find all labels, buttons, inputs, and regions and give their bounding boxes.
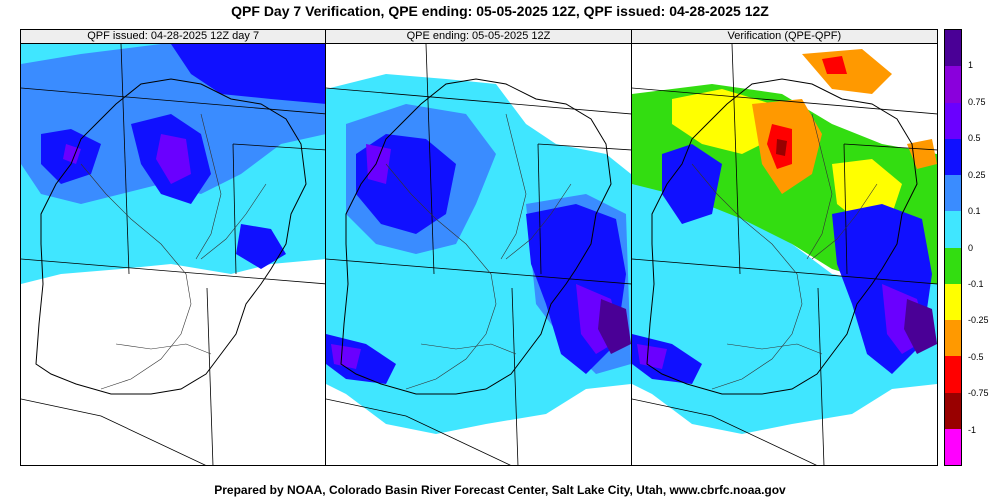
legend-swatch [945,392,961,429]
qpf-map [21,44,326,465]
chart-title: QPF Day 7 Verification, QPE ending: 05-0… [231,3,769,19]
precip-area [171,44,326,104]
boundary-line [843,143,937,151]
boundary-line [538,143,631,151]
legend-swatch [945,30,961,67]
precip-area [366,144,392,184]
qpe-map [326,44,631,465]
legend-swatch [945,138,961,175]
boundary-line [206,287,214,465]
river-line [691,163,802,390]
boundary-line [537,143,542,275]
legend-label: 0.1 [968,206,981,217]
legend-swatch [945,428,961,465]
legend-swatch [945,247,961,284]
legend-label: 0.25 [968,169,986,180]
boundary-line [511,287,519,465]
legend-swatch [945,283,961,320]
legend-swatch [945,102,961,139]
boundary-line [232,143,237,275]
legend-label: 0 [968,242,974,253]
legend-label: -0.25 [968,315,989,326]
verif-area [636,344,667,369]
river-line [811,183,877,260]
precip-area [156,134,191,184]
boundary-line [232,143,326,151]
river-line [386,163,497,390]
precip-area [236,224,286,269]
river-line [806,113,832,260]
qpe-panel: QPE ending: 05-05-2025 12Z [326,30,632,465]
legend-label: 1 [968,60,974,71]
river-line [200,183,267,260]
legend-label: -0.75 [968,388,989,399]
legend-label: 0.75 [968,96,986,107]
qpe-panel-title: QPE ending: 05-05-2025 12Z [326,30,631,44]
boundary-line [425,44,435,275]
legend-label: -0.5 [968,351,984,362]
verification-panel-title: Verification (QPE-QPF) [631,30,937,44]
boundary-line [326,258,631,285]
verif-area [821,56,847,74]
legend-label: -0.1 [968,278,984,289]
river-line [726,343,822,355]
boundary-line [120,44,130,275]
verification-panel: Verification (QPE-QPF) [631,30,937,465]
verification-map [631,44,937,465]
boundary-line [817,287,825,465]
footer-credit: Prepared by NOAA, Colorado Basin River F… [214,483,786,497]
river-line [421,343,517,355]
river-line [115,343,212,355]
legend-label: 0.5 [968,133,981,144]
boundary-line [731,44,741,275]
boundary-line [21,87,326,115]
verif-area [775,139,787,156]
boundary-line [646,78,918,395]
river-line [506,183,572,260]
legend-swatch [945,66,961,103]
river-line [195,113,222,260]
legend-label: -1 [968,424,977,435]
precip-area [331,344,362,369]
boundary-line [21,398,206,465]
verif-area [661,144,722,224]
qpf-panel: QPF issued: 04-28-2025 12Z day 7 [21,30,327,465]
boundary-line [631,398,817,465]
boundary-line [340,78,612,395]
boundary-line [326,87,631,115]
legend-swatch [945,175,961,212]
verif-area [903,299,937,354]
boundary-line [21,258,326,285]
precip-area [598,299,631,354]
river-line [80,163,192,390]
river-line [501,113,527,260]
legend-swatch [945,356,961,393]
boundary-line [631,258,937,285]
map-panels: QPF issued: 04-28-2025 12Z day 7 QPE end… [20,29,938,466]
verif-area [631,184,937,434]
legend-swatch [945,320,961,357]
boundary-line [326,398,512,465]
color-legend [944,29,962,466]
boundary-line [631,87,937,115]
legend-swatch [945,211,961,248]
boundary-line [35,78,307,395]
qpf-panel-title: QPF issued: 04-28-2025 12Z day 7 [21,30,326,44]
boundary-line [843,143,848,275]
